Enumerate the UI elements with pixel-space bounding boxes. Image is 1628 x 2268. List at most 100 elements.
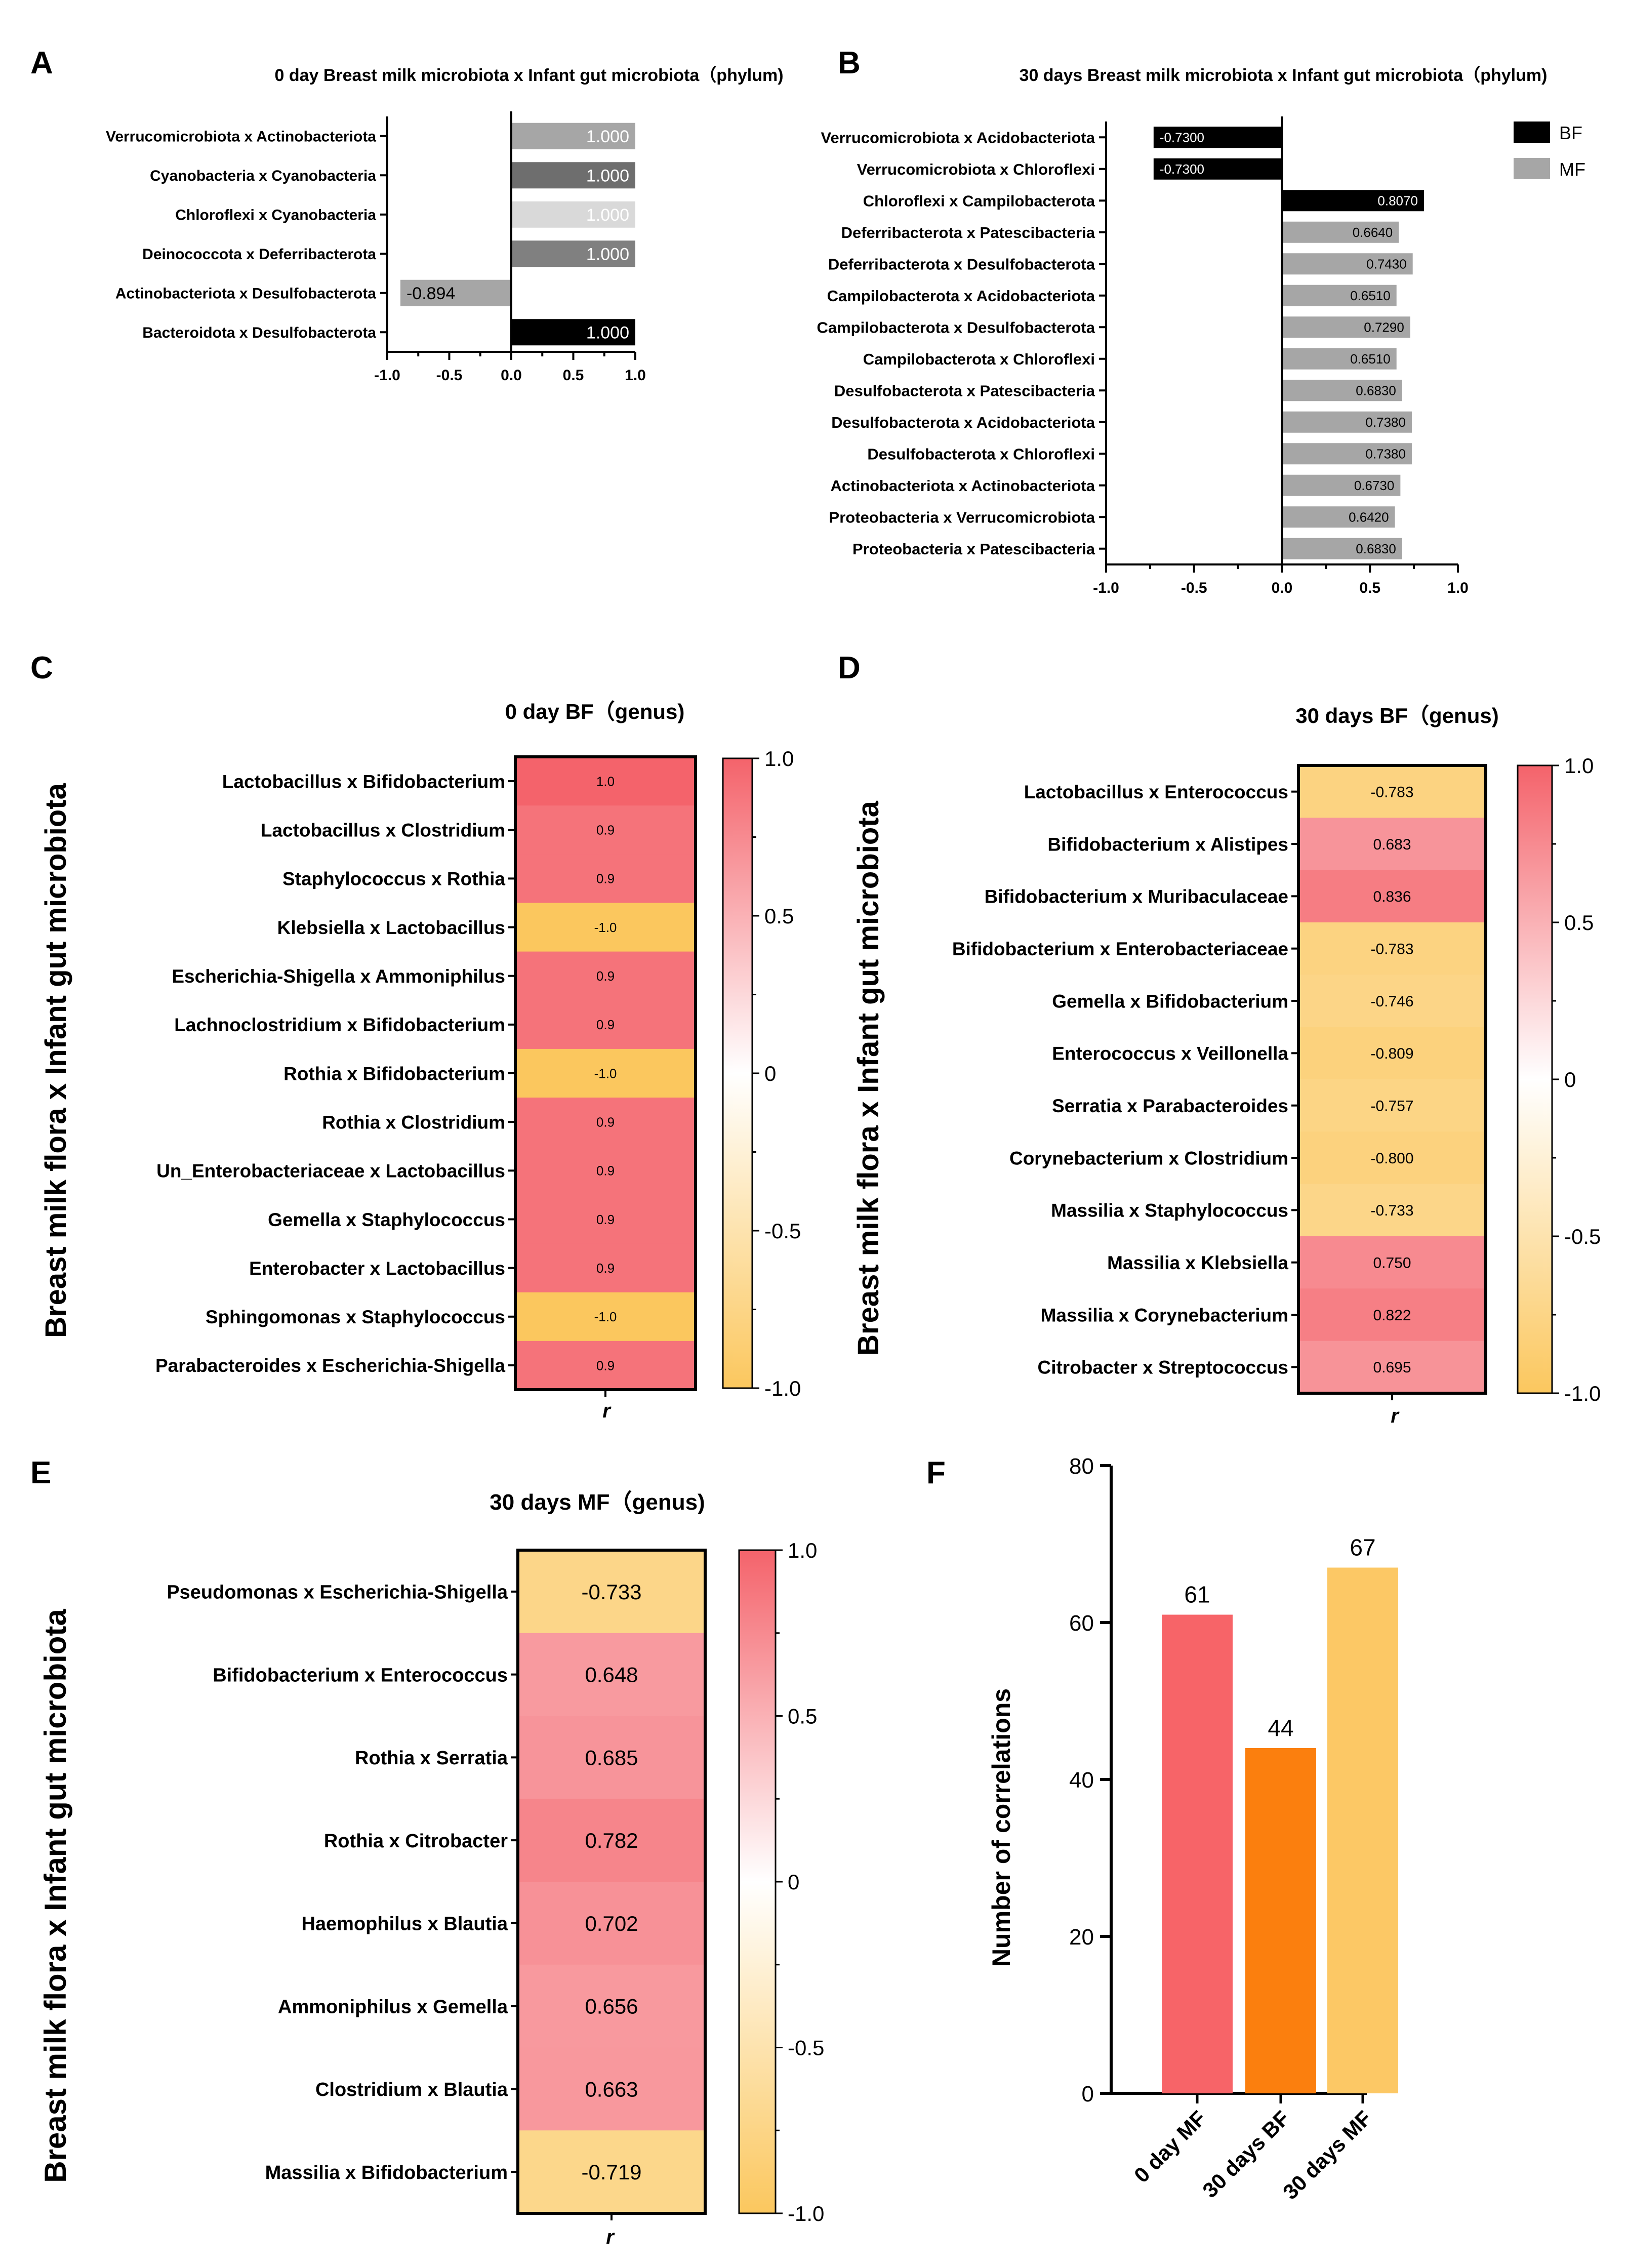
cell-value: 0.836	[1373, 888, 1411, 905]
category-label: Chloroflexi x Cyanobacteria	[175, 207, 376, 224]
colorbar	[738, 1549, 777, 2214]
bar	[1282, 316, 1410, 338]
panel-d-title: 30 days BF（genus)	[1295, 704, 1498, 727]
data-label: 0.7380	[1365, 447, 1406, 462]
data-label: 0.6830	[1356, 383, 1396, 398]
bar	[1282, 506, 1395, 528]
data-label: -0.7300	[1160, 161, 1204, 177]
row-label: Gemella x Bifidobacterium	[1052, 991, 1288, 1011]
legend-mf-label: MF	[1559, 159, 1585, 180]
bar-value-label: 44	[1268, 1715, 1293, 1741]
colorbar-tick-label: 0	[788, 1870, 799, 1894]
bar	[1282, 380, 1402, 401]
heatmap-cell	[518, 1550, 705, 1634]
cell-value: 0.663	[585, 2077, 638, 2101]
x-tick-label: -0.5	[1181, 580, 1207, 596]
row-label: Rothia x Clostridium	[322, 1112, 505, 1132]
cell-value: 0.9	[596, 1358, 615, 1373]
heatmap-cell	[1298, 922, 1486, 975]
cell-value: 0.9	[596, 1212, 615, 1227]
row-label: Massilia x Staphylococcus	[1051, 1200, 1288, 1221]
cell-value: 0.702	[585, 1912, 638, 1935]
bar	[1282, 411, 1412, 433]
colorbar-tick-label: 0.5	[788, 1705, 817, 1728]
cell-value: -0.809	[1370, 1045, 1413, 1062]
bar	[1282, 253, 1413, 275]
heatmap-cell	[518, 1799, 705, 1882]
row-label: Un_Enterobacteriaceae x Lactobacillus	[156, 1161, 505, 1182]
heatmap-cell	[518, 1882, 705, 1965]
heatmap-cell	[515, 1341, 696, 1390]
data-label: 0.7380	[1365, 415, 1406, 430]
bar	[1282, 221, 1399, 243]
y-tick-label: 20	[1069, 1925, 1094, 1950]
x-tick-label: -0.5	[436, 367, 463, 384]
bar	[1282, 348, 1397, 370]
row-label: Parabacteroides x Escherichia-Shigella	[155, 1355, 505, 1376]
cell-value: -0.746	[1370, 993, 1413, 1010]
row-label: Corynebacterium x Clostridium	[1009, 1148, 1288, 1168]
heatmap-cell	[1298, 1027, 1486, 1080]
panel-e-ylabel: Breast milk flora x Infant gut microbiot…	[38, 1609, 72, 2183]
heatmap-cell	[515, 951, 696, 1001]
cell-value: -0.783	[1370, 941, 1413, 957]
panel-c-heatmap: 1.0 Lactobacillus x Bifidobacterium 0.9 Lac…	[155, 747, 801, 1400]
row-label: Sphingomonas x Staphylococcus	[206, 1307, 505, 1327]
cell-value: 0.750	[1373, 1254, 1411, 1271]
cell-value: 0.648	[585, 1663, 638, 1687]
heatmap-cell	[515, 854, 696, 903]
category-label: Campilobacterota x Acidobacteriota	[827, 287, 1095, 305]
cell-value: -0.783	[1370, 784, 1413, 800]
heatmap-cell	[515, 1243, 696, 1293]
colorbar-tick-label: -0.5	[1564, 1225, 1601, 1248]
cell-value: 0.9	[596, 1261, 615, 1276]
colorbar-tick-label: -1.0	[764, 1376, 801, 1400]
bar	[511, 123, 635, 149]
row-label: Bifidobacterium x Enterobacteriaceae	[952, 939, 1288, 959]
row-label: Lactobacillus x Bifidobacterium	[222, 771, 505, 792]
cell-value: 0.9	[596, 1163, 615, 1179]
panel-letter-d: D	[838, 651, 861, 685]
colorbar	[722, 757, 753, 1389]
category-label: Actinobacteriota x Desulfobacterota	[115, 286, 376, 302]
heatmap-cell	[1298, 818, 1486, 871]
colorbar-tick-label: 1.0	[1564, 754, 1594, 778]
heatmap-cell	[1298, 1288, 1486, 1342]
data-label: 1.000	[586, 206, 629, 225]
heatmap-cell	[515, 805, 696, 855]
x-tick-label: 0.0	[501, 367, 522, 384]
colorbar-tick-label: 0	[764, 1062, 776, 1085]
cell-value: 0.656	[585, 1995, 638, 2018]
data-label: 1.000	[586, 245, 629, 264]
cell-value: 0.9	[596, 968, 615, 984]
legend-bf-swatch	[1514, 122, 1550, 143]
bar	[511, 162, 635, 189]
row-label: Gemella x Staphylococcus	[268, 1209, 505, 1230]
data-label: 0.7430	[1366, 257, 1407, 272]
row-label: Serratia x Parabacteroides	[1052, 1096, 1288, 1116]
row-label: Rothia x Citrobacter	[324, 1831, 508, 1852]
heatmap-cell	[518, 1964, 705, 2048]
panel-a-title: 0 day Breast milk microbiota x Infant gu…	[274, 65, 783, 85]
data-label: 1.000	[586, 127, 629, 146]
cell-value: -1.0	[594, 920, 617, 935]
colorbar-tick-label: 1.0	[788, 1538, 817, 1562]
panel-b-title: 30 days Breast milk microbiota x Infant …	[1020, 65, 1548, 85]
category-label: Actinobacteriota x Actinobacteriota	[830, 477, 1095, 495]
panel-c-xlabel: r	[602, 1400, 612, 1422]
cell-value: 0.9	[596, 1115, 615, 1130]
data-label: 1.000	[586, 166, 629, 185]
row-label: Lachnoclostridium x Bifidobacterium	[174, 1015, 505, 1035]
data-label: 0.6830	[1356, 541, 1396, 556]
heatmap-cell	[515, 1098, 696, 1147]
panel-e-xlabel: r	[606, 2226, 615, 2248]
cell-value: 0.782	[585, 1829, 638, 1852]
panel-letter-c: C	[30, 651, 53, 685]
category-label: Deferribacterota x Desulfobacterota	[828, 255, 1095, 273]
colorbar	[1517, 764, 1553, 1394]
bar	[511, 319, 635, 346]
cell-value: 0.685	[585, 1746, 638, 1769]
heatmap-cell	[515, 757, 696, 806]
